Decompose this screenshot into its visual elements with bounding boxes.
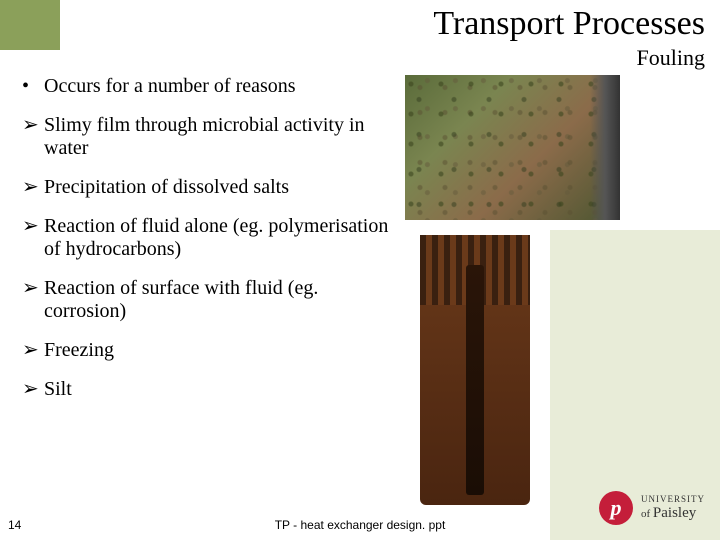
bullet-icon: ➢ [22,339,44,362]
list-item: ➢ Silt [22,378,402,401]
bullet-text: Slimy film through microbial activity in… [44,114,402,160]
university-logo: p UNIVERSITY of Paisley [599,491,705,525]
list-item: ➢ Freezing [22,339,402,362]
corroded-part-image [400,225,550,515]
logo-line1: UNIVERSITY [641,495,705,505]
list-item: ➢ Reaction of surface with fluid (eg. co… [22,277,402,323]
fouling-surface-image [405,75,620,220]
footer-caption: TP - heat exchanger design. ppt [275,518,446,532]
slide-number: 14 [8,518,21,532]
logo-glyph-icon: p [599,491,633,525]
list-item: • Occurs for a number of reasons [22,75,402,98]
page-subtitle: Fouling [637,45,705,71]
accent-block [0,0,60,50]
list-item: ➢ Slimy film through microbial activity … [22,114,402,160]
corroded-body [420,235,530,505]
bullet-icon: • [22,75,44,98]
bullet-icon: ➢ [22,114,44,160]
bullet-text: Reaction of surface with fluid (eg. corr… [44,277,402,323]
list-item: ➢ Precipitation of dissolved salts [22,176,402,199]
bullet-list: • Occurs for a number of reasons ➢ Slimy… [22,75,402,417]
bullet-icon: ➢ [22,277,44,323]
bullet-text: Silt [44,378,402,401]
bullet-icon: ➢ [22,176,44,199]
bullet-icon: ➢ [22,215,44,261]
list-item: ➢ Reaction of fluid alone (eg. polymeris… [22,215,402,261]
page-title: Transport Processes [433,5,705,43]
bullet-icon: ➢ [22,378,44,401]
logo-line2-prefix: of [641,508,650,520]
bullet-text: Reaction of fluid alone (eg. polymerisat… [44,215,402,261]
bullet-text: Occurs for a number of reasons [44,75,402,98]
bullet-text: Precipitation of dissolved salts [44,176,402,199]
gear-groove [466,265,484,495]
bullet-text: Freezing [44,339,402,362]
logo-text: UNIVERSITY of Paisley [641,495,705,521]
logo-line2-main: Paisley [653,505,696,521]
